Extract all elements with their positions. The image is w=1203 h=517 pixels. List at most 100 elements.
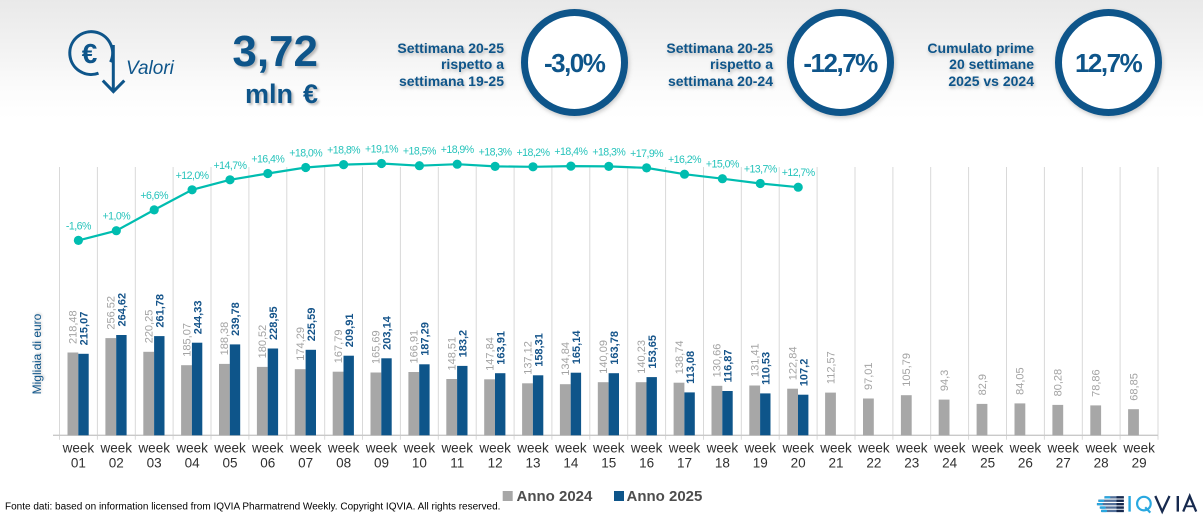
svg-text:week: week	[819, 441, 852, 456]
svg-text:+18,3%: +18,3%	[479, 146, 513, 158]
svg-text:18: 18	[715, 456, 730, 471]
svg-text:+1,0%: +1,0%	[103, 211, 132, 223]
svg-text:23: 23	[904, 456, 919, 471]
svg-text:+18,8%: +18,8%	[327, 145, 361, 157]
svg-text:06: 06	[260, 456, 275, 471]
svg-text:15: 15	[601, 456, 616, 471]
svg-text:week: week	[1122, 441, 1155, 456]
svg-text:+18,4%: +18,4%	[554, 146, 588, 158]
svg-text:week: week	[857, 441, 890, 456]
svg-text:82,9: 82,9	[977, 374, 989, 395]
svg-text:261,78: 261,78	[155, 294, 167, 328]
svg-text:week: week	[440, 441, 473, 456]
svg-text:80,28: 80,28	[1053, 369, 1065, 397]
svg-text:week: week	[289, 441, 322, 456]
svg-text:week: week	[933, 441, 966, 456]
svg-text:105,79: 105,79	[901, 353, 913, 387]
svg-text:264,62: 264,62	[117, 293, 129, 327]
svg-text:165,69: 165,69	[371, 330, 383, 364]
svg-text:05: 05	[222, 456, 237, 471]
svg-text:02: 02	[109, 456, 124, 471]
svg-text:28: 28	[1094, 456, 1109, 471]
svg-text:68,85: 68,85	[1128, 373, 1140, 401]
svg-text:29: 29	[1132, 456, 1147, 471]
svg-text:10: 10	[412, 456, 427, 471]
svg-text:228,95: 228,95	[268, 306, 280, 340]
svg-text:€: €	[82, 38, 98, 69]
svg-text:203,14: 203,14	[382, 315, 394, 350]
svg-text:-1,6%: -1,6%	[66, 220, 92, 232]
svg-text:week: week	[365, 441, 398, 456]
svg-text:78,86: 78,86	[1091, 369, 1103, 397]
svg-text:218,48: 218,48	[68, 310, 80, 344]
svg-text:week: week	[706, 441, 739, 456]
svg-text:Anno 2024: Anno 2024	[517, 488, 594, 505]
svg-text:122,84: 122,84	[787, 347, 799, 381]
svg-text:140,09: 140,09	[598, 340, 610, 374]
svg-text:week: week	[327, 441, 360, 456]
svg-text:209,91: 209,91	[344, 314, 356, 348]
svg-text:Anno 2025: Anno 2025	[627, 488, 703, 505]
svg-text:25: 25	[980, 456, 995, 471]
svg-text:220,25: 220,25	[144, 310, 156, 344]
svg-text:20: 20	[791, 456, 806, 471]
svg-text:225,59: 225,59	[306, 308, 318, 342]
svg-text:130,66: 130,66	[712, 344, 724, 378]
svg-text:24: 24	[942, 456, 958, 471]
svg-text:239,78: 239,78	[230, 302, 242, 336]
svg-text:165,14: 165,14	[571, 330, 583, 365]
svg-text:185,07: 185,07	[181, 323, 193, 357]
svg-text:week: week	[1047, 441, 1080, 456]
svg-text:158,31: 158,31	[533, 333, 545, 367]
svg-text:01: 01	[71, 456, 86, 471]
svg-text:+18,0%: +18,0%	[289, 148, 323, 160]
svg-text:12: 12	[488, 456, 503, 471]
svg-text:week: week	[895, 441, 928, 456]
svg-text:week: week	[554, 441, 587, 456]
svg-text:week: week	[592, 441, 625, 456]
svg-text:167,79: 167,79	[333, 330, 345, 364]
svg-text:112,57: 112,57	[825, 351, 837, 384]
svg-text:131,41: 131,41	[750, 343, 762, 377]
svg-text:+12,0%: +12,0%	[176, 170, 210, 182]
svg-text:244,33: 244,33	[192, 301, 204, 335]
svg-text:week: week	[668, 441, 701, 456]
svg-text:22: 22	[866, 456, 881, 471]
svg-text:03: 03	[147, 456, 162, 471]
svg-text:Fonte dati: based on informati: Fonte dati: based on information license…	[5, 502, 500, 513]
svg-text:week: week	[630, 441, 663, 456]
svg-text:26: 26	[1018, 456, 1033, 471]
svg-text:147,84: 147,84	[484, 337, 496, 371]
svg-text:week: week	[251, 441, 284, 456]
svg-text:+15,0%: +15,0%	[706, 159, 740, 171]
svg-text:+19,1%: +19,1%	[365, 144, 399, 156]
svg-text:107,2: 107,2	[798, 359, 810, 387]
svg-text:04: 04	[185, 456, 201, 471]
svg-text:84,05: 84,05	[1015, 367, 1027, 395]
svg-text:08: 08	[336, 456, 351, 471]
svg-text:week: week	[62, 441, 95, 456]
svg-text:week: week	[1084, 441, 1117, 456]
svg-text:134,84: 134,84	[560, 342, 572, 376]
svg-text:+13,7%: +13,7%	[744, 164, 778, 176]
svg-text:27: 27	[1056, 456, 1071, 471]
svg-text:week: week	[213, 441, 246, 456]
svg-text:148,51: 148,51	[447, 337, 459, 371]
svg-text:week: week	[137, 441, 170, 456]
svg-text:140,23: 140,23	[636, 340, 648, 374]
svg-text:187,29: 187,29	[420, 322, 432, 356]
svg-text:week: week	[100, 441, 133, 456]
svg-text:07: 07	[298, 456, 313, 471]
svg-text:+18,5%: +18,5%	[403, 146, 437, 158]
svg-text:+12,7%: +12,7%	[782, 167, 816, 179]
svg-text:97,01: 97,01	[863, 362, 875, 390]
svg-text:21: 21	[828, 456, 843, 471]
svg-text:215,07: 215,07	[79, 312, 91, 346]
svg-text:week: week	[781, 441, 814, 456]
svg-text:163,78: 163,78	[609, 331, 621, 365]
svg-text:09: 09	[374, 456, 389, 471]
svg-text:166,91: 166,91	[409, 330, 421, 364]
svg-text:week: week	[175, 441, 208, 456]
svg-text:19: 19	[753, 456, 768, 471]
svg-text:183,2: 183,2	[458, 330, 470, 358]
